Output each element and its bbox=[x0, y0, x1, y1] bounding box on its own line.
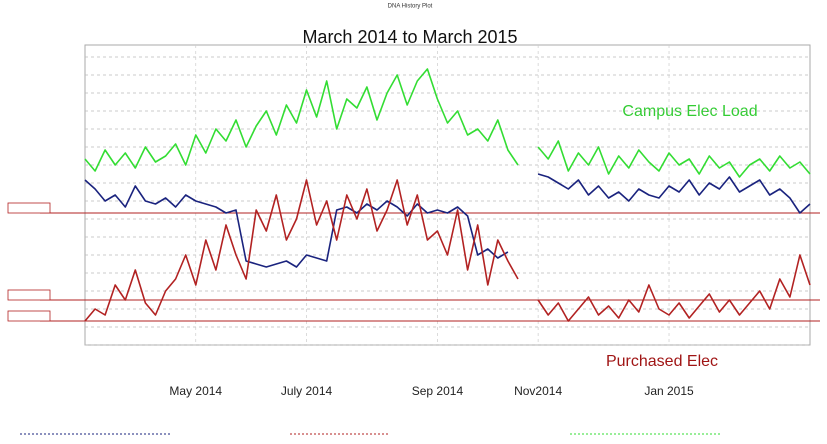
x-tick-label: Jan 2015 bbox=[644, 384, 694, 398]
series-line bbox=[84, 68, 811, 178]
header: DNA History Plot bbox=[388, 4, 433, 10]
annotation: Campus Elec Load bbox=[622, 103, 757, 120]
annotation: Purchased Elec bbox=[606, 353, 718, 370]
reference-box bbox=[7, 310, 51, 322]
chart-title: March 2014 to March 2015 bbox=[302, 27, 517, 47]
reference-box bbox=[7, 289, 51, 301]
series-line bbox=[84, 179, 811, 322]
x-tick-label: Nov2014 bbox=[514, 384, 562, 398]
series-line bbox=[84, 173, 811, 268]
x-tick-label: May 2014 bbox=[169, 384, 222, 398]
x-tick-label: Sep 2014 bbox=[412, 384, 464, 398]
reference-box bbox=[7, 202, 51, 214]
x-tick-label: July 2014 bbox=[281, 384, 333, 398]
